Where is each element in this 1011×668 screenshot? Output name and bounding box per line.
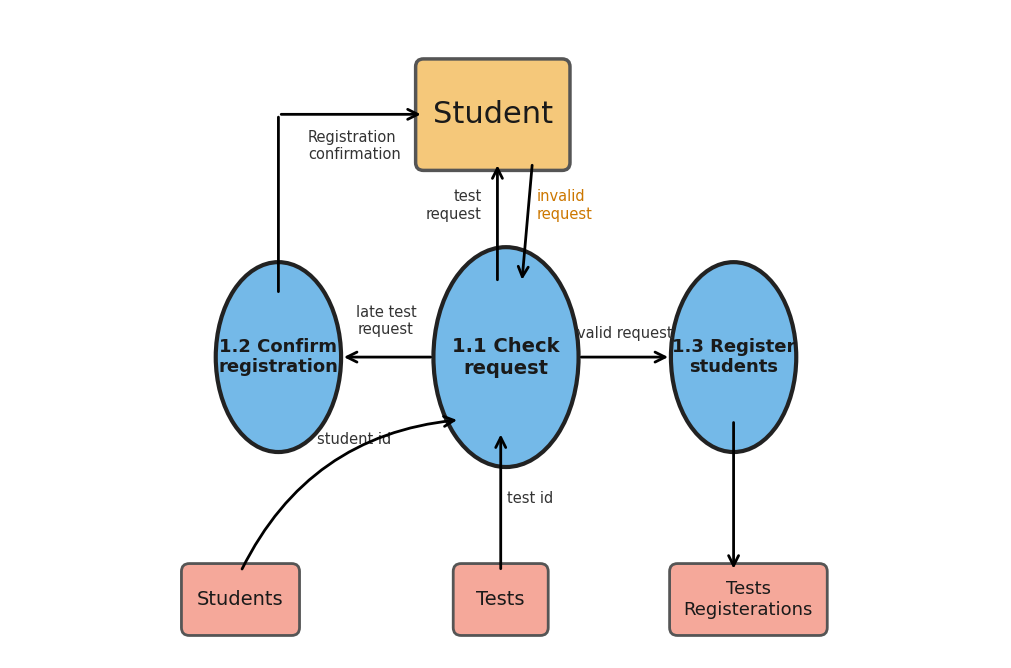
Text: invalid
request: invalid request: [537, 189, 592, 222]
Ellipse shape: [215, 262, 341, 452]
FancyBboxPatch shape: [669, 564, 826, 635]
FancyArrowPatch shape: [242, 416, 454, 569]
Text: 1.2 Confirm
registration: 1.2 Confirm registration: [218, 338, 338, 377]
Text: Student: Student: [433, 100, 552, 129]
Text: test
request: test request: [426, 189, 481, 222]
Text: valid request: valid request: [576, 325, 672, 341]
Text: late test
request: late test request: [355, 305, 416, 337]
Text: student id: student id: [316, 432, 391, 447]
Text: 1.1 Check
request: 1.1 Check request: [452, 337, 559, 377]
Text: Registration
confirmation: Registration confirmation: [307, 130, 400, 162]
FancyBboxPatch shape: [416, 59, 569, 170]
Text: Tests: Tests: [476, 590, 525, 609]
FancyBboxPatch shape: [453, 564, 548, 635]
Text: Tests
Registerations: Tests Registerations: [683, 580, 812, 619]
Ellipse shape: [670, 262, 796, 452]
FancyBboxPatch shape: [181, 564, 299, 635]
Text: Students: Students: [197, 590, 283, 609]
Text: 1.3 Register
students: 1.3 Register students: [671, 338, 795, 377]
Text: test id: test id: [507, 492, 553, 506]
Ellipse shape: [433, 247, 578, 467]
